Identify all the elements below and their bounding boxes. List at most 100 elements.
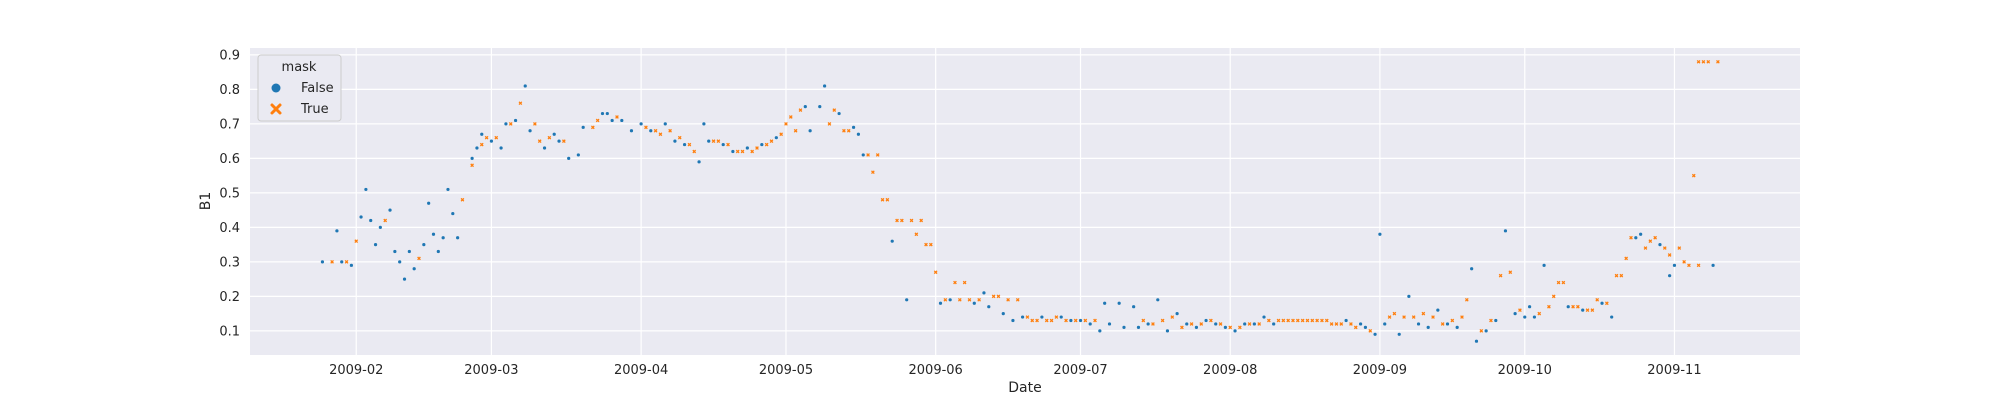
point-true [924, 242, 928, 247]
point-true [1706, 59, 1711, 64]
point-false [504, 122, 508, 126]
point-true [658, 132, 663, 137]
point-true [827, 122, 832, 126]
point-true [788, 115, 793, 119]
point-false [412, 267, 416, 271]
point-false [441, 236, 445, 240]
legend-label-false: False [301, 81, 334, 96]
point-true [687, 142, 692, 147]
point-true [875, 153, 880, 157]
point-true [866, 153, 870, 157]
point-false [1252, 322, 1256, 326]
data-points [320, 59, 1720, 343]
point-true [1643, 246, 1648, 250]
point-false [1634, 236, 1638, 240]
point-false [938, 301, 943, 305]
point-true [615, 115, 619, 119]
point-false [649, 129, 653, 133]
point-true [1329, 322, 1334, 326]
point-false [890, 239, 894, 243]
point-false [1397, 332, 1401, 336]
point-false [427, 201, 431, 205]
point-true [1440, 322, 1445, 326]
point-true [1199, 322, 1204, 326]
legend-marker-true [270, 103, 282, 115]
point-false [639, 122, 643, 126]
point-true [1353, 325, 1358, 330]
point-true [1073, 318, 1078, 323]
point-true [1576, 304, 1580, 309]
point-true [508, 122, 513, 126]
point-false [663, 122, 667, 126]
point-false [1513, 312, 1517, 316]
point-true [1431, 315, 1435, 319]
point-false [1040, 315, 1044, 319]
x-tick-label: 2009-07 [1053, 363, 1107, 378]
point-true [750, 149, 755, 154]
point-true [692, 149, 697, 154]
point-false [557, 139, 561, 143]
point-false [818, 105, 822, 109]
point-true [779, 132, 784, 137]
point-true [644, 125, 648, 130]
point-false [620, 118, 624, 123]
point-true [1667, 253, 1672, 257]
y-tick-label: 0.7 [219, 117, 240, 132]
point-true [1716, 59, 1720, 64]
point-true [784, 122, 788, 126]
point-false [1474, 339, 1479, 343]
point-false [1146, 322, 1150, 326]
plot-background [250, 48, 1800, 355]
point-false [861, 153, 865, 157]
point-false [1581, 308, 1585, 312]
point-false [1445, 322, 1450, 326]
point-false [369, 218, 373, 223]
point-false [856, 132, 861, 136]
point-false [480, 132, 484, 136]
point-false [987, 305, 991, 309]
point-true [711, 139, 716, 143]
y-tick-labels: 0.1 0.2 0.3 0.4 0.5 0.6 0.7 0.8 0.9 [219, 48, 240, 339]
point-false [774, 136, 778, 140]
point-false [1426, 325, 1430, 330]
point-false [475, 146, 479, 150]
point-false [567, 156, 571, 160]
point-true [383, 218, 388, 223]
point-true [1571, 304, 1575, 309]
point-true [953, 280, 957, 285]
point-false [1194, 325, 1199, 330]
point-true [1551, 294, 1556, 299]
point-false [745, 146, 749, 150]
point-false [1136, 325, 1141, 330]
point-false [673, 139, 677, 143]
point-true [1561, 280, 1566, 285]
point-true [1238, 325, 1242, 330]
point-true [344, 260, 349, 264]
point-false [731, 149, 735, 154]
point-false [1243, 322, 1247, 326]
x-tick-label: 2009-08 [1203, 363, 1257, 378]
point-false [1069, 318, 1073, 323]
point-true [484, 135, 489, 140]
x-axis-title: Date [1008, 380, 1041, 396]
point-false [600, 111, 605, 116]
point-true [470, 163, 474, 168]
point-false [499, 146, 503, 150]
point-true [1537, 311, 1542, 316]
point-true [1291, 318, 1295, 323]
y-tick-label: 0.1 [219, 324, 240, 339]
point-false [470, 156, 474, 160]
point-true [1339, 322, 1344, 326]
point-false [1532, 315, 1537, 319]
point-false [542, 146, 547, 150]
point-true [1064, 318, 1068, 323]
point-false [1078, 318, 1083, 323]
point-true [1682, 260, 1686, 264]
point-true [1349, 322, 1353, 326]
x-tick-label: 2009-05 [759, 363, 813, 378]
point-true [1257, 322, 1262, 326]
x-tick-label: 2009-11 [1647, 363, 1701, 378]
point-true [1450, 318, 1455, 323]
point-false [1503, 229, 1508, 233]
point-false [446, 187, 450, 192]
